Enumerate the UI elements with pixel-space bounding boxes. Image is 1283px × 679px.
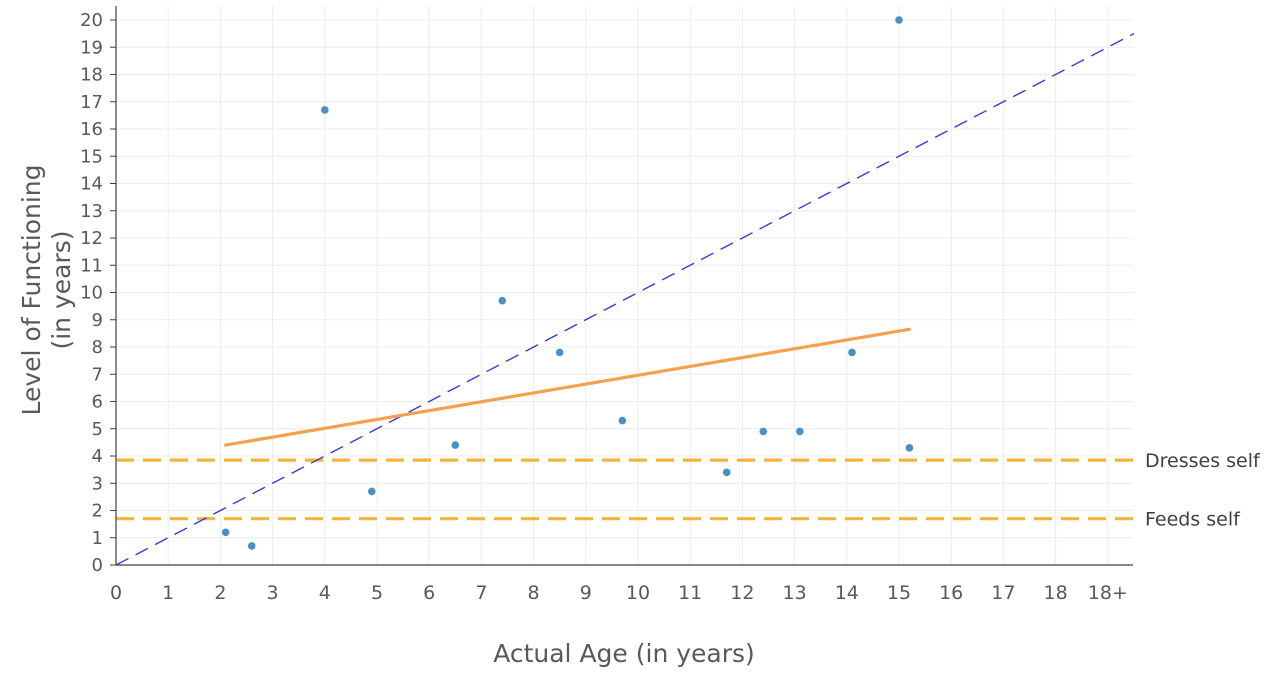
data-point-5 bbox=[498, 296, 507, 305]
x-tick-label-13: 13 bbox=[783, 582, 807, 604]
threshold-lines bbox=[116, 458, 1133, 521]
y-tick-label-12: 12 bbox=[80, 228, 103, 249]
y-tick-label-0: 0 bbox=[92, 555, 103, 576]
data-point-11 bbox=[848, 348, 856, 357]
y-tick-label-19: 19 bbox=[80, 37, 103, 58]
threshold-labels: Dresses self Feeds self bbox=[1145, 450, 1261, 531]
y-tick-label-13: 13 bbox=[80, 201, 103, 222]
axes bbox=[110, 6, 1133, 566]
y-tick-label-4: 4 bbox=[92, 446, 103, 467]
x-tick-label-5: 5 bbox=[371, 582, 383, 604]
data-point-0 bbox=[221, 528, 230, 537]
y-axis-label-line2: (in years) bbox=[47, 230, 76, 349]
x-tick-label-10: 10 bbox=[626, 582, 650, 604]
y-tick-label-6: 6 bbox=[92, 392, 103, 413]
y-tick-label-17: 17 bbox=[80, 92, 103, 113]
x-tick-label-15: 15 bbox=[887, 582, 911, 604]
data-point-10 bbox=[796, 427, 804, 436]
data-point-3 bbox=[367, 487, 376, 496]
x-tick-label-17: 17 bbox=[991, 582, 1015, 604]
threshold-label-0: Dresses self bbox=[1145, 450, 1261, 472]
y-tick-label-1: 1 bbox=[92, 528, 103, 549]
y-tick-label-9: 9 bbox=[92, 310, 103, 331]
x-axis-label: Actual Age (in years) bbox=[493, 639, 755, 668]
data-points bbox=[221, 16, 914, 550]
y-tick-label-3: 3 bbox=[92, 473, 103, 494]
y-tick-label-16: 16 bbox=[80, 119, 103, 140]
y-tick-label-8: 8 bbox=[92, 337, 103, 358]
reference-line bbox=[115, 33, 1135, 566]
reference-line-group bbox=[115, 33, 1135, 566]
threshold-label-1: Feeds self bbox=[1145, 509, 1241, 531]
data-point-8 bbox=[722, 468, 731, 477]
y-axis-label-line1: Level of Functioning bbox=[17, 165, 46, 416]
data-point-1 bbox=[247, 542, 256, 550]
x-tick-label-4: 4 bbox=[319, 582, 331, 604]
x-tick-label-16: 16 bbox=[939, 582, 963, 604]
x-tick-labels: 0 1 2 3 4 5 6 7 8 9 10 11 12 13 14 15 16 17 18 18+ bbox=[110, 582, 1128, 604]
y-tick-label-10: 10 bbox=[80, 283, 103, 304]
x-tick-label-0: 0 bbox=[110, 582, 122, 604]
data-point-2 bbox=[321, 106, 329, 114]
data-point-4 bbox=[451, 441, 460, 449]
x-tick-label-19: 18+ bbox=[1088, 582, 1128, 604]
y-tick-label-5: 5 bbox=[92, 419, 103, 440]
y-tick-label-7: 7 bbox=[92, 364, 103, 385]
y-tick-label-15: 15 bbox=[80, 146, 103, 167]
x-tick-label-3: 3 bbox=[267, 582, 279, 604]
data-point-9 bbox=[759, 427, 768, 436]
x-tick-label-1: 1 bbox=[162, 582, 174, 604]
grid-lines bbox=[116, 6, 1133, 565]
y-tick-label-18: 18 bbox=[80, 65, 103, 86]
data-point-7 bbox=[618, 416, 627, 425]
trend-line bbox=[224, 327, 912, 447]
x-tick-label-9: 9 bbox=[580, 582, 592, 604]
x-tick-label-2: 2 bbox=[214, 582, 226, 604]
x-tick-label-7: 7 bbox=[475, 582, 487, 604]
y-tick-label-14: 14 bbox=[80, 174, 103, 195]
y-tick-label-2: 2 bbox=[92, 501, 103, 522]
x-tick-label-6: 6 bbox=[423, 582, 435, 604]
trend-line-group bbox=[224, 327, 912, 447]
data-point-6 bbox=[555, 348, 564, 357]
x-tick-label-11: 11 bbox=[678, 582, 702, 604]
x-tick-label-12: 12 bbox=[730, 582, 754, 604]
data-point-13 bbox=[905, 444, 914, 452]
y-tick-label-20: 20 bbox=[80, 10, 103, 31]
y-tick-label-11: 11 bbox=[80, 255, 103, 276]
x-tick-label-8: 8 bbox=[528, 582, 540, 604]
data-point-12 bbox=[895, 16, 903, 24]
x-tick-label-18: 18 bbox=[1044, 582, 1068, 604]
x-tick-label-14: 14 bbox=[835, 582, 859, 604]
